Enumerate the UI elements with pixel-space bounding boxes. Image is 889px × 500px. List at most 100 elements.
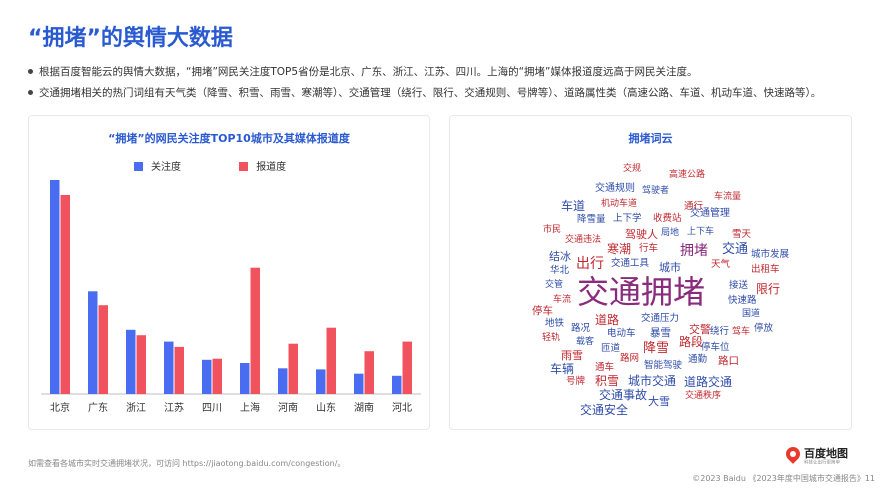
wordcloud-word: 国道 [742,309,761,319]
x-tick-label: 山东 [316,401,336,414]
logo-text: 百度地图 [804,447,848,460]
x-tick-label: 四川 [202,403,222,414]
wordcloud-word: 收费站 [653,213,682,224]
legend-item-attention: 关注度 [134,158,181,173]
wordcloud-word: 电动车 [607,328,636,339]
wordcloud-word: 结冰 [549,250,571,263]
wordcloud-word: 交通 [722,242,749,257]
wordcloud-word: 车流量 [714,192,742,202]
wordcloud-word: 驾驶人 [625,228,658,241]
bullet-dot-icon [28,89,33,95]
wordcloud-word: 车道 [561,199,586,213]
bar-media [250,267,260,394]
wordcloud-word: 道路交通 [684,375,733,389]
bar-media [98,305,108,394]
wordcloud-title: 拥堵词云 [628,132,673,145]
wordcloud-word: 出行 [576,256,604,272]
wordcloud-word: 绕行 [710,326,730,337]
wordcloud-word: 雨雪 [561,349,583,362]
bar-media [402,341,412,394]
legend-swatch-media [239,161,249,171]
x-tick-label: 江苏 [164,401,184,414]
x-tick-label: 北京 [50,401,70,414]
bullet-item: 交通拥堵相关的热门词组有天气类（降雪、积雪、雨雪、寒潮等）、交通管理（绕行、限行… [28,83,868,104]
wordcloud-word: 停车位 [701,342,730,353]
wordcloud-word: 停放 [754,323,774,334]
wordcloud-word: 交警 [689,323,711,336]
wordcloud-word: 华北 [550,265,570,276]
copyright: ©2023 Baidu 《2023年度中国城市交通报告》11 [692,474,875,483]
bar-attention [202,359,212,394]
bar-attention [50,180,60,394]
bar-media [212,358,222,394]
bar-chart: 北京 广东 浙江 江苏 四川 上海 河南 山东 湖南 河北 [41,180,421,414]
wordcloud-word: 城市发展 [751,249,790,260]
wordcloud-word: 车辆 [550,362,575,376]
bar-attention [392,375,402,394]
wordcloud: 交规 高速公路 交通规则 驾驶者 车流量 机动车道 通行 车道 交通管理 降雪量 上下学 收费站 市民驾… [450,116,853,431]
x-tick-label: 广东 [88,401,108,414]
wordcloud-word: 路口 [718,355,739,367]
wordcloud-word: 路网 [620,353,640,364]
wordcloud-word: 地铁 [545,318,565,329]
wordcloud-word: 号牌 [566,376,586,387]
wordcloud-word: 市民 [543,225,562,235]
wordcloud-word: 交规 [623,164,642,174]
wordcloud-word: 行车 [639,243,659,254]
bar-chart-panel: “拥堵”的网民关注度TOP10城市及其媒体报道度 关注度 报道度 北京 广东 浙江 江… [28,115,430,430]
wordcloud-word: 交管 [545,280,564,290]
wordcloud-word: 通行 [684,201,704,212]
legend-label-attention: 关注度 [151,162,181,173]
wordcloud-word: 通勤 [688,354,708,365]
bar-attention [316,369,326,394]
wordcloud-word: 轻轨 [542,333,561,343]
x-tick-label: 河北 [392,402,412,414]
bar-media [288,343,298,394]
wordcloud-word: 交通秩序 [685,391,722,401]
wordcloud-word: 交通工具 [611,258,650,269]
logo-subtitle: 科技让出行更简单 [804,459,841,466]
footnote: 如需查看各城市实时交通拥堵状况，可访问 https://jiaotong.bai… [28,459,346,468]
wordcloud-word: 路段 [679,335,704,349]
wordcloud-word: 城市 [659,261,681,274]
bullet-text: 根据百度智能云的舆情大数据，“拥堵”网民关注度TOP5省份是北京、广东、浙江、江… [39,66,698,78]
bar-media [174,346,184,394]
wordcloud-word: 上下车 [687,227,715,237]
wordcloud-word: 高速公路 [669,170,706,180]
wordcloud-word: 路况 [571,323,591,334]
legend-swatch-attention [134,161,143,171]
wordcloud-panel: 拥堵词云 交规 高速公路 交通规则 驾驶者 车流量 机动车道 通行 车道 交通管理 降雪量 上下学收… [449,115,852,430]
x-tick-label: 上海 [240,401,260,414]
wordcloud-word: 驾车 [732,327,751,337]
baidu-map-logo: 百度地图 科技让出行更简单 [783,444,856,469]
wordcloud-word: 暴雪 [650,327,671,339]
bar-attention [88,291,98,394]
page-title: “拥堵”的舆情大数据 [28,26,233,51]
wordcloud-word: 通车 [595,362,615,373]
bar-attention [164,341,174,394]
wordcloud-word: 交通压力 [641,313,680,324]
summary-bullets: 根据百度智能云的舆情大数据，“拥堵”网民关注度TOP5省份是北京、广东、浙江、江… [28,62,868,104]
wordcloud-word: 交通事故 [599,388,648,402]
wordcloud-word: 雪天 [732,229,752,240]
wordcloud-word: 匝道 [601,343,621,354]
wordcloud-word: 出租车 [751,264,780,275]
wordcloud-word: 智能驾驶 [644,360,683,371]
x-tick-label: 浙江 [126,402,146,414]
x-tick-label: 湖南 [354,401,374,414]
wordcloud-word: 交通违法 [565,235,602,245]
wordcloud-word: 车流 [553,295,572,305]
wordcloud-word: 交通规则 [595,183,635,194]
wordcloud-word: 拥堵 [680,243,708,259]
chart-title: “拥堵”的网民关注度TOP10城市及其媒体报道度 [108,132,350,145]
bar-media [136,335,146,395]
wordcloud-word: 寒潮 [607,242,632,256]
wordcloud-word: 限行 [756,282,781,296]
wordcloud-word: 交通管理 [690,208,730,219]
wordcloud-word: 上下学 [613,213,642,224]
wordcloud-word: 大雪 [648,395,670,408]
chart-legend: 关注度 报道度 [134,158,341,173]
bar-attention [278,368,288,394]
wordcloud-word: 快速路 [728,295,757,306]
legend-label-media: 报道度 [256,162,287,173]
